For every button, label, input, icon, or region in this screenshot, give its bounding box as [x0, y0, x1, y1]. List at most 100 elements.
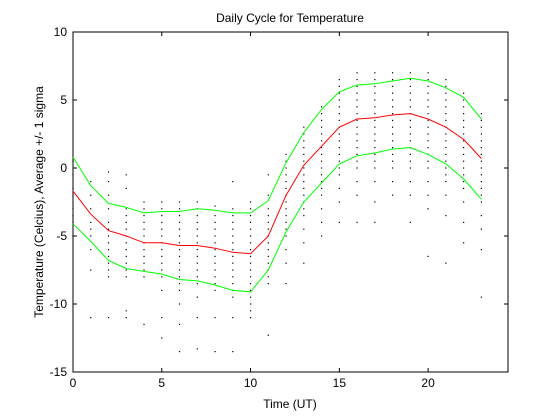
data-point [463, 181, 465, 183]
data-point [214, 235, 216, 237]
data-point [445, 167, 447, 169]
data-point [125, 215, 127, 217]
data-point [214, 262, 216, 264]
data-point [463, 242, 465, 244]
data-point [232, 276, 234, 278]
data-point [320, 147, 323, 149]
data-point [214, 289, 216, 291]
data-point [125, 221, 127, 223]
data-point [356, 153, 358, 155]
data-point [107, 269, 110, 271]
data-point [196, 283, 198, 285]
data-point [161, 269, 163, 271]
data-point [249, 262, 252, 264]
data-point [320, 106, 323, 108]
data-point [285, 187, 287, 189]
data-point [480, 167, 482, 169]
data-point [463, 167, 465, 169]
data-point [161, 208, 163, 210]
data-point [72, 174, 74, 176]
data-point [285, 249, 287, 251]
data-point [267, 283, 269, 285]
data-point [285, 228, 287, 230]
data-point [196, 235, 198, 237]
data-point [285, 153, 287, 155]
data-point [214, 276, 216, 278]
data-point [178, 269, 181, 271]
data-point [143, 276, 145, 278]
data-point [356, 167, 358, 169]
data-point [196, 215, 198, 217]
data-point [463, 92, 465, 94]
data-point [356, 126, 358, 128]
data-point [391, 99, 394, 101]
data-point [72, 235, 74, 237]
data-point [409, 99, 411, 101]
data-point [463, 140, 465, 142]
data-point [409, 106, 411, 108]
data-point [320, 119, 323, 121]
data-point [125, 276, 127, 278]
data-point [232, 221, 234, 223]
data-point [285, 215, 287, 217]
data-point [356, 140, 358, 142]
data-point [445, 92, 447, 94]
data-point [107, 249, 110, 251]
data-point [249, 276, 252, 278]
data-point [427, 160, 429, 162]
data-point [285, 181, 287, 183]
data-point [391, 140, 394, 142]
data-point [143, 262, 145, 264]
data-point [374, 140, 376, 142]
data-point [374, 79, 376, 81]
data-point [463, 126, 465, 128]
data-point [303, 181, 305, 183]
data-point [374, 153, 376, 155]
data-point [267, 255, 269, 257]
data-point [232, 235, 234, 237]
data-point [107, 221, 110, 223]
data-point [107, 235, 110, 237]
data-point [303, 262, 305, 264]
data-point [178, 249, 181, 251]
data-point [338, 174, 340, 176]
data-point [232, 262, 234, 264]
data-point [196, 262, 198, 264]
data-point [356, 92, 358, 94]
data-point [338, 85, 340, 87]
data-point [72, 215, 74, 217]
data-point [391, 147, 394, 149]
data-point [445, 262, 447, 264]
data-point [196, 317, 198, 319]
data-point [285, 262, 287, 264]
data-point [178, 242, 181, 244]
data-point [480, 174, 482, 176]
data-point [161, 228, 163, 230]
data-point [196, 269, 198, 271]
data-point [178, 215, 181, 217]
data-point [72, 160, 74, 162]
data-point [267, 249, 269, 251]
data-point [427, 85, 429, 87]
data-point [72, 221, 74, 223]
data-point [196, 201, 198, 203]
data-point [178, 228, 181, 230]
data-point [232, 249, 234, 251]
data-point [107, 228, 110, 230]
data-point [338, 187, 340, 189]
data-point [409, 85, 411, 87]
data-point [249, 201, 252, 203]
data-point [374, 133, 376, 135]
data-point [356, 85, 358, 87]
data-point [90, 208, 92, 210]
data-point [232, 228, 234, 230]
data-point [374, 106, 376, 108]
data-point [356, 194, 358, 196]
data-point [409, 194, 411, 196]
data-point [374, 119, 376, 121]
data-point [480, 147, 482, 149]
data-point [409, 72, 411, 74]
data-point [232, 181, 234, 183]
data-point [480, 133, 482, 135]
data-point [232, 208, 234, 210]
